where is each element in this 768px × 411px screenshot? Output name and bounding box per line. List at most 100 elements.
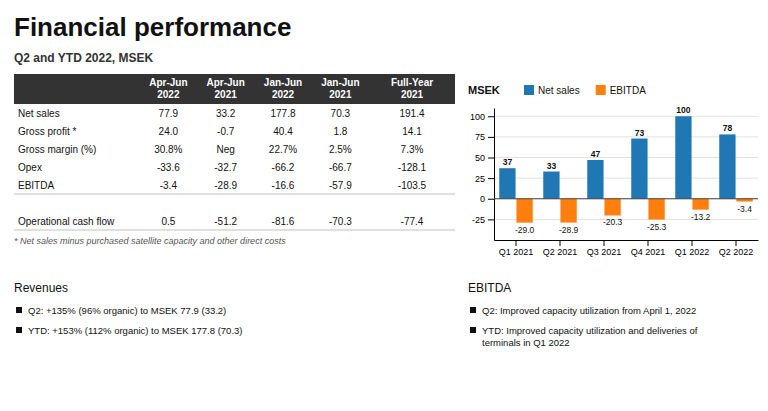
text-line: YTD: Improved capacity utilization and d…	[482, 325, 698, 336]
x-tick-label: Q4 2021	[631, 247, 666, 257]
grid-line	[494, 219, 758, 220]
grid-line	[494, 157, 758, 158]
table: Apr-Jun2022Apr-Jun2021Jan-Jun2022Jan-Jun…	[14, 74, 455, 230]
table-cell: 70.3	[331, 108, 351, 119]
bar	[587, 160, 603, 199]
grid-line	[494, 116, 758, 117]
grid-line	[494, 198, 758, 199]
bullet-marker	[16, 327, 22, 333]
table-cell: -66.7	[329, 162, 352, 173]
table-cell: -81.6	[272, 216, 295, 227]
table-cell: 30.8%	[154, 144, 182, 155]
x-tick-mark	[648, 240, 649, 246]
data-label: -13.2	[691, 212, 711, 222]
data-label: -29.0	[515, 225, 535, 235]
bullet: Q2: Improved capacity utilization from A…	[482, 305, 696, 316]
text-line: terminals in Q1 2022	[482, 337, 570, 348]
table-cell: -103.5	[398, 180, 427, 191]
table-cell: -33.6	[157, 162, 180, 173]
legend-swatch	[524, 85, 534, 95]
legend-swatch	[596, 85, 606, 95]
y-tick: 75	[475, 132, 494, 142]
y-tick-label: 100	[470, 112, 485, 122]
grid-line	[494, 178, 758, 179]
bar	[604, 199, 620, 216]
table-header: Jan-Jun2021	[321, 77, 359, 100]
y-tick: -25	[472, 215, 494, 225]
legend: Net salesEBITDA	[524, 85, 646, 96]
y-tick: 25	[475, 174, 494, 184]
bar	[648, 199, 664, 220]
table-cell: -32.7	[214, 162, 237, 173]
zero-line	[494, 198, 758, 199]
table-cell: -0.7	[217, 126, 235, 137]
bar	[692, 199, 708, 210]
table-cell: 177.8	[270, 108, 295, 119]
table-cell: 0.5	[161, 216, 175, 227]
x-tick-mark	[692, 240, 693, 246]
data-label: -20.3	[603, 217, 623, 227]
x-tick: Q2 2021	[543, 240, 578, 257]
data-label: 73	[635, 128, 645, 138]
bullet-marker	[16, 307, 22, 313]
y-tick-mark	[488, 137, 494, 138]
footnote: * Net sales minus purchased satellite ca…	[14, 236, 286, 246]
bar	[516, 199, 532, 223]
chart: -25 0 25 50 75 100 Q1 2021 Q2 2021 Q3 2021 Q4 202…	[470, 105, 759, 257]
bar	[543, 172, 559, 199]
table-border	[14, 230, 455, 231]
x-axis: Q1 2021Q2 2021Q3 2021Q4 2021Q1 2022Q2 20…	[495, 240, 759, 257]
table-cell: Gross margin (%)	[18, 144, 96, 155]
table-cell: Neg	[217, 144, 235, 155]
table-cell: -57.9	[329, 180, 352, 191]
text-line: Q2: Improved capacity utilization from A…	[482, 305, 696, 316]
y-axis-title: MSEK	[468, 84, 500, 96]
data-label: 100	[676, 105, 690, 115]
section-title: EBITDA	[468, 281, 511, 295]
x-tick-mark	[560, 240, 561, 246]
y-tick-label: 0	[480, 194, 485, 204]
table-separator	[14, 194, 455, 195]
text-line: Jan-Jun	[321, 77, 359, 88]
table-header-bg	[14, 74, 455, 104]
data-labels: 3733477310078-29.0-28.9-20.3-25.3-13.2-3…	[503, 105, 752, 234]
y-tick-mark	[488, 199, 494, 200]
y-axis-line	[494, 109, 495, 241]
bullet: YTD: +153% (112% organic) to MSEK 177.8 …	[28, 325, 242, 336]
table-cell: 33.2	[216, 108, 236, 119]
title: Financial performance	[14, 12, 291, 42]
table-cell: Operational cash flow	[18, 216, 115, 227]
x-tick: Q1 2021	[499, 240, 534, 257]
bar	[675, 116, 691, 199]
text-line: 2021	[215, 89, 238, 100]
y-tick-label: 50	[475, 153, 485, 163]
grid	[494, 116, 758, 219]
x-tick: Q3 2021	[587, 240, 622, 257]
table-header: Apr-Jun2021	[207, 77, 245, 100]
bullet-marker	[470, 307, 476, 313]
y-tick-label: 25	[475, 174, 485, 184]
bar	[719, 134, 735, 198]
text-line: 2021	[329, 89, 352, 100]
x-tick-label: Q3 2021	[587, 247, 622, 257]
table-cell: 24.0	[159, 126, 179, 137]
x-tick-label: Q1 2021	[499, 247, 534, 257]
y-tick-mark	[488, 158, 494, 159]
data-label: 37	[503, 157, 513, 167]
y-tick: 100	[470, 112, 494, 122]
table-cell: -128.1	[398, 162, 427, 173]
data-label: -3.4	[737, 204, 752, 214]
grid-line	[494, 136, 758, 137]
legend-label: EBITDA	[610, 85, 646, 96]
y-tick: 50	[475, 153, 494, 163]
x-tick-mark	[604, 240, 605, 246]
table-cell: -28.9	[214, 180, 237, 191]
data-label: 33	[547, 161, 557, 171]
table-cell: EBITDA	[18, 180, 54, 191]
data-label: -25.3	[647, 222, 667, 232]
table-cell: -77.4	[401, 216, 424, 227]
table-cell: Gross profit *	[18, 126, 76, 137]
y-tick-label: -25	[472, 215, 485, 225]
table-cell: 7.3%	[401, 144, 424, 155]
table-cell: -3.4	[160, 180, 178, 191]
